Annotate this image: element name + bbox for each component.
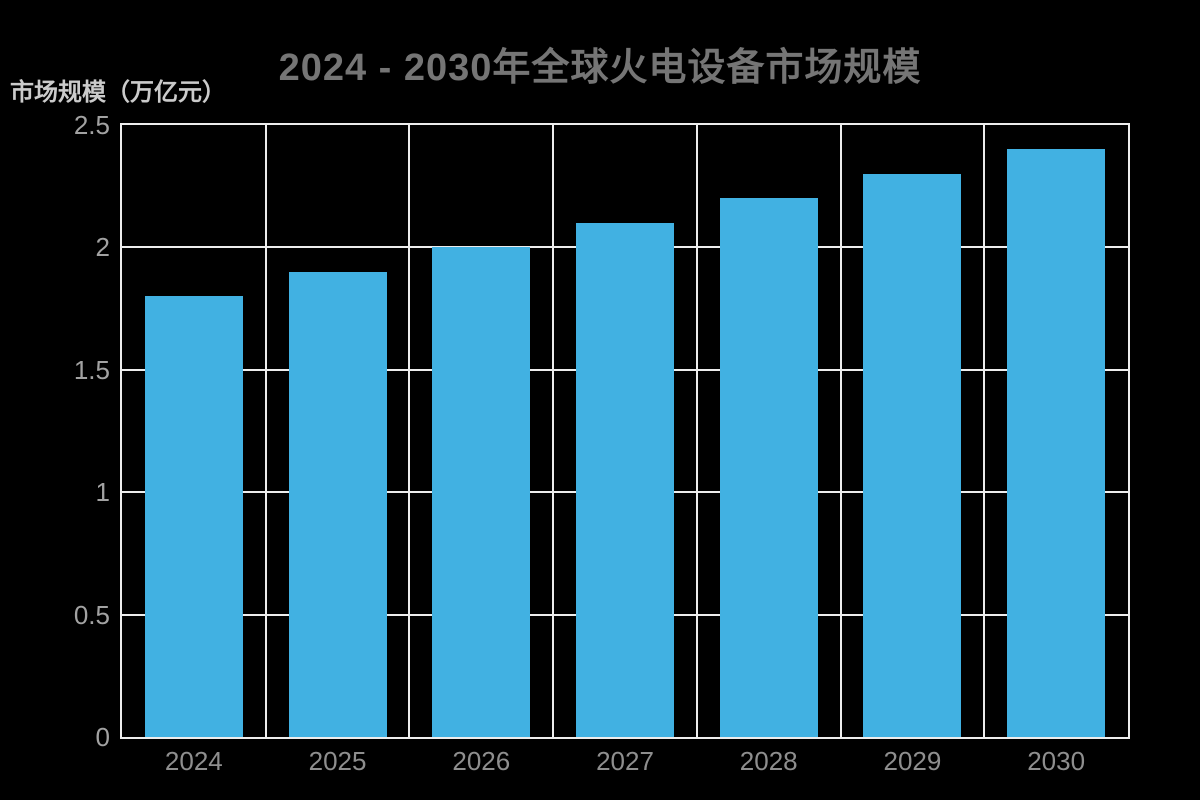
y-tick-label: 1 <box>95 477 110 508</box>
x-tick-label-2026: 2026 <box>452 746 511 776</box>
gridline-vertical <box>695 125 698 737</box>
gridline-vertical <box>983 125 986 737</box>
y-tick-label: 2 <box>95 232 110 263</box>
bar-2025 <box>288 271 387 737</box>
plot-area <box>120 123 1130 739</box>
x-tick-label-2024: 2024 <box>164 746 223 776</box>
y-tick-label: 1.5 <box>73 354 110 385</box>
gridline-vertical <box>839 125 842 737</box>
x-tick-label-2028: 2028 <box>739 746 798 776</box>
bar-2024 <box>144 296 243 737</box>
gridline-vertical <box>408 125 411 737</box>
y-axis-title: 市场规模（万亿元） <box>10 79 226 106</box>
bar-2027 <box>576 222 674 737</box>
bar-2030 <box>1007 149 1106 737</box>
y-tick-label: 0.5 <box>73 599 110 630</box>
bar-2026 <box>432 247 531 737</box>
bar-2029 <box>863 173 962 737</box>
bar-2028 <box>719 198 818 737</box>
gridline-vertical <box>552 125 555 737</box>
y-tick-label: 2.5 <box>73 110 110 140</box>
x-tick-label-2029: 2029 <box>883 746 942 776</box>
x-tick-label-2025: 2025 <box>308 746 367 776</box>
gridline-vertical <box>264 125 267 737</box>
x-tick-label-2030: 2030 <box>1027 746 1086 776</box>
x-tick-label-2027: 2027 <box>596 746 654 776</box>
chart-title: 2024 - 2030年全球火电设备市场规模 <box>278 47 922 89</box>
y-tick-label: 0 <box>95 722 110 752</box>
